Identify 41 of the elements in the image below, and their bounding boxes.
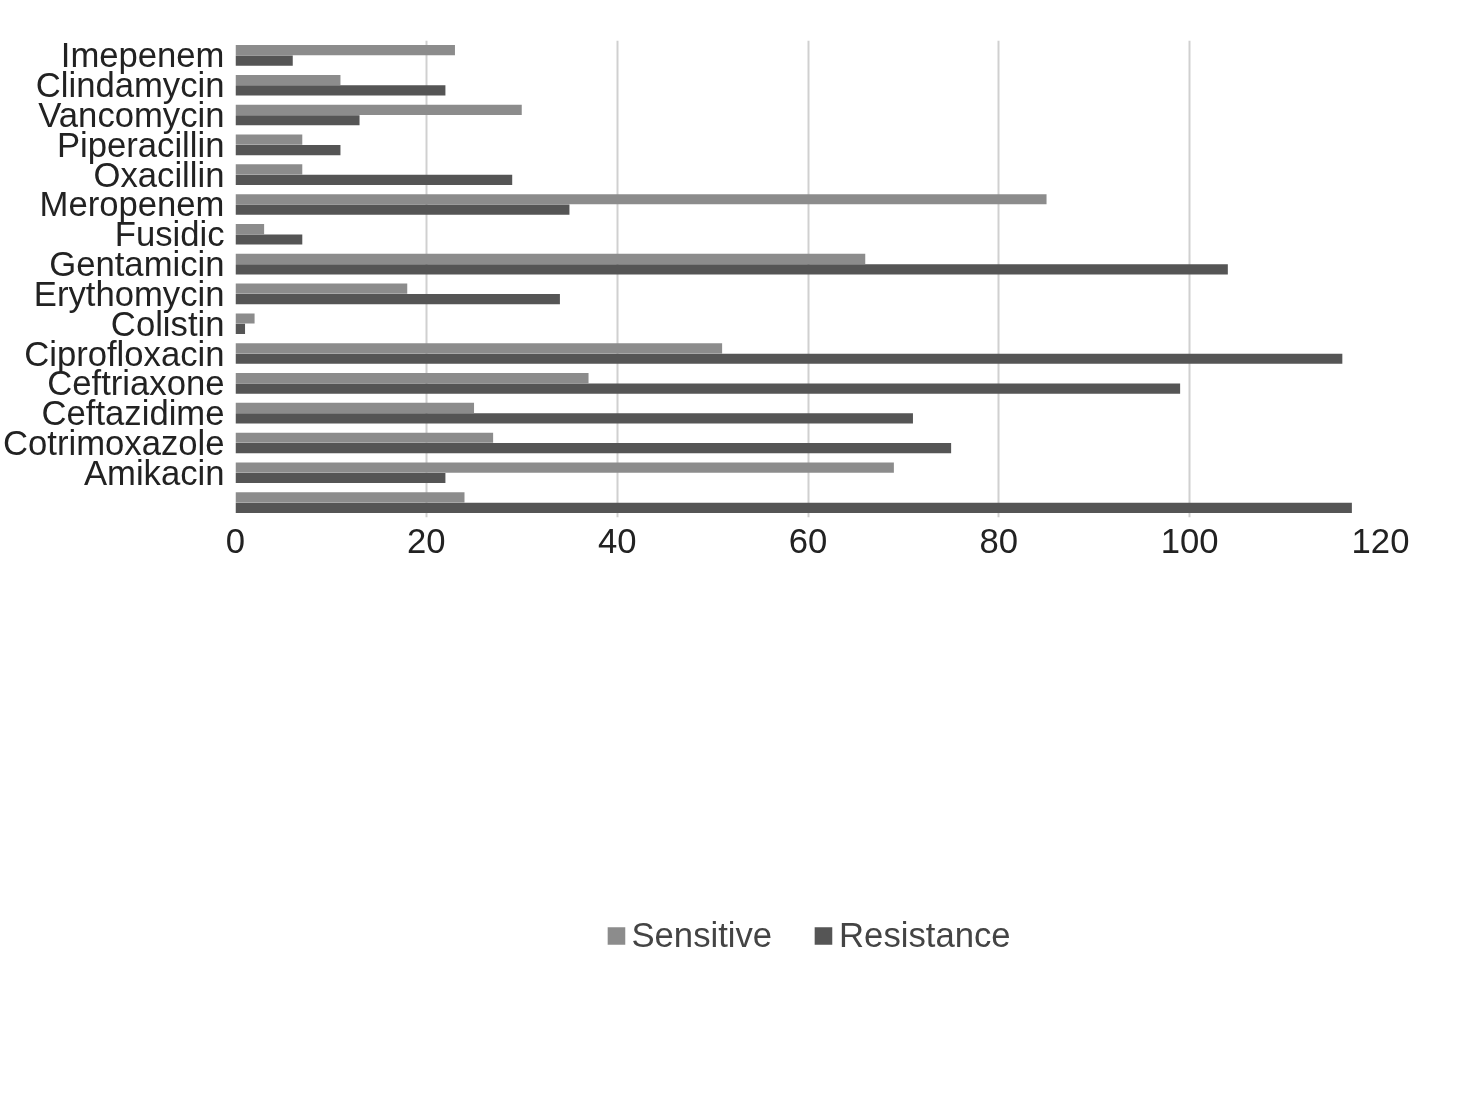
x-tick-label: 100: [1160, 521, 1219, 560]
x-tick-label: 120: [1351, 521, 1410, 560]
bar: [235, 194, 1047, 205]
bar: [235, 45, 455, 56]
legend-label: Resistance: [839, 915, 1011, 955]
bar: [235, 74, 341, 86]
bar: [235, 502, 1352, 513]
bar: [235, 462, 894, 473]
bar: [235, 104, 522, 115]
bar: [235, 134, 303, 145]
x-tick-label: 0: [225, 521, 246, 560]
bar: [235, 472, 446, 484]
bar: [235, 164, 303, 175]
bar: [235, 294, 560, 305]
bar: [235, 253, 866, 264]
bar: [235, 432, 494, 443]
bar: [235, 115, 360, 126]
bar: [235, 144, 341, 156]
x-tick-label: 40: [597, 521, 637, 560]
x-tick-label: 60: [788, 521, 828, 560]
bar: [235, 402, 475, 414]
bar: [235, 373, 589, 384]
bar: [235, 223, 265, 235]
bar: [235, 234, 303, 245]
bar: [235, 383, 1181, 394]
bar: [235, 313, 255, 324]
bar: [235, 283, 408, 294]
x-tick-label: 80: [979, 521, 1019, 560]
bar: [235, 353, 1343, 364]
bar: [235, 413, 913, 424]
bar: [235, 492, 465, 503]
bar: [235, 264, 1228, 275]
bar: [235, 204, 570, 215]
bar: [235, 443, 952, 454]
bar: [235, 323, 246, 335]
bar: [235, 55, 293, 66]
legend-label: Sensitive: [631, 915, 773, 955]
bar: [235, 343, 723, 354]
bar: [235, 174, 513, 185]
x-tick-label: 20: [407, 521, 446, 560]
bar: [235, 85, 446, 96]
